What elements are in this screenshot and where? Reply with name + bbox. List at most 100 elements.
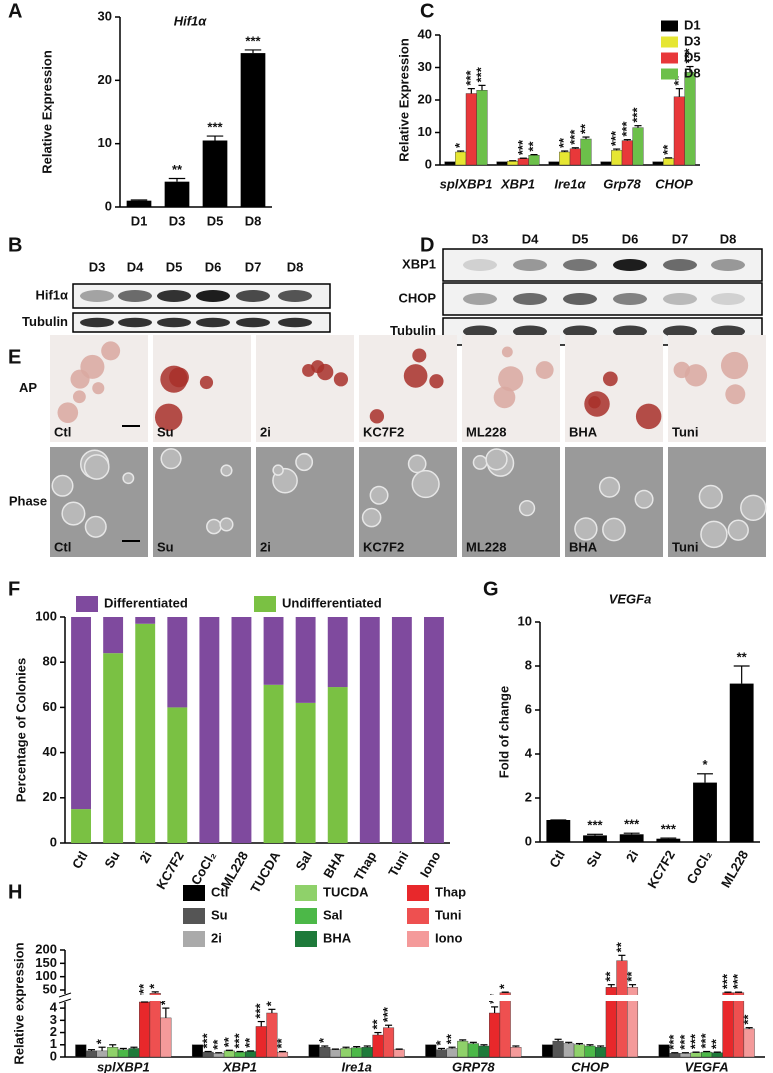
bar-segment	[167, 617, 188, 708]
bar	[528, 155, 540, 166]
bar	[619, 834, 644, 842]
bar	[160, 1017, 172, 1058]
significance: ***	[253, 1002, 268, 1018]
y-tick-label: 10	[98, 135, 112, 150]
legend-label: Iono	[435, 930, 462, 945]
bar	[435, 1049, 447, 1058]
blot-band	[278, 317, 312, 328]
x-tick-label: splXBP1	[440, 176, 493, 191]
y-tick-label: 30	[98, 8, 112, 23]
y-tick-label: 60	[43, 699, 57, 714]
blot-band	[613, 259, 647, 271]
colony	[501, 346, 513, 358]
panel-letter: H	[8, 881, 22, 903]
row-label: Tubulin	[22, 314, 68, 329]
colony	[403, 364, 428, 388]
bar-segment	[71, 809, 91, 843]
sample-label: Su	[157, 424, 174, 439]
significance: ***	[624, 817, 640, 832]
bar	[663, 158, 675, 166]
colony	[51, 474, 74, 497]
colony	[602, 371, 618, 387]
bar	[446, 1048, 458, 1058]
y-tick-label: 3	[50, 1012, 57, 1027]
sample-label: Ctl	[54, 539, 71, 554]
colony	[369, 485, 389, 505]
significance: **	[444, 1033, 459, 1044]
y-axis-label: Relative Expression	[396, 38, 411, 162]
significance: **	[172, 162, 183, 177]
colony	[518, 499, 536, 517]
bar	[573, 1044, 585, 1058]
bar	[107, 1047, 119, 1058]
bar	[393, 1049, 405, 1058]
bar	[743, 1028, 755, 1058]
colony	[219, 517, 234, 532]
bar	[329, 1049, 341, 1058]
x-tick-label: Ctl	[546, 848, 568, 871]
blot-band	[196, 290, 230, 302]
chart-title: Hif1α	[174, 13, 208, 28]
significance: ***	[515, 139, 530, 155]
bar	[245, 1051, 257, 1058]
row-label: AP	[19, 380, 37, 395]
significance: ***	[473, 66, 488, 82]
break-mark	[58, 998, 72, 1004]
panel-letter: C	[420, 0, 434, 22]
bar	[128, 1048, 140, 1058]
x-tick-label: D8	[245, 213, 262, 228]
sample-label: Tuni	[672, 539, 698, 554]
significance: *	[452, 142, 467, 148]
bar	[611, 150, 623, 166]
x-tick-label: Tuni	[385, 849, 411, 879]
colony	[635, 403, 662, 430]
y-tick-label: 100	[35, 968, 57, 983]
lane-label: D4	[127, 259, 144, 274]
legend-swatch	[183, 908, 205, 924]
y-tick-label: 0	[105, 198, 112, 213]
bar-segment	[103, 617, 124, 654]
blot-band	[663, 325, 697, 338]
significance: **	[741, 1014, 756, 1025]
colony	[498, 366, 524, 392]
colony	[295, 453, 314, 472]
bar-segment	[295, 702, 316, 843]
blot-band	[196, 317, 230, 328]
significance: **	[210, 1039, 225, 1050]
sample-label: ML228	[466, 539, 506, 554]
lane-label: D3	[89, 259, 106, 274]
colony	[407, 454, 427, 474]
bar	[510, 1047, 522, 1058]
bar	[467, 1043, 479, 1058]
colony	[684, 364, 708, 387]
bar	[75, 1044, 87, 1058]
bar	[425, 1044, 437, 1058]
bar	[583, 835, 607, 842]
x-tick-label: D1	[131, 213, 148, 228]
significance: **	[613, 941, 628, 952]
x-tick-label: CoCl₂	[188, 849, 219, 888]
lane-label: D8	[720, 231, 737, 246]
sample-label: KC7F2	[363, 424, 404, 439]
x-tick-label: Ire1α	[554, 176, 586, 191]
lane-label: D6	[622, 231, 639, 246]
bar	[240, 53, 266, 207]
bar	[580, 138, 592, 166]
bar	[722, 992, 734, 1058]
y-tick-label: 20	[98, 72, 112, 87]
bar	[383, 1027, 395, 1058]
micrograph	[359, 335, 457, 442]
significance: **	[709, 1038, 724, 1049]
colony	[720, 351, 749, 380]
x-tick-label: KC7F2	[644, 848, 678, 891]
bar	[729, 683, 754, 842]
bar-segment	[327, 687, 348, 843]
significance: ***	[136, 983, 151, 999]
legend-label: Differentiated	[104, 595, 188, 610]
bar	[202, 1051, 214, 1058]
bar	[213, 1053, 225, 1058]
y-tick-label: 4	[50, 1000, 58, 1015]
y-tick-label: 40	[418, 26, 432, 41]
legend-label: Undifferentiated	[282, 595, 382, 610]
